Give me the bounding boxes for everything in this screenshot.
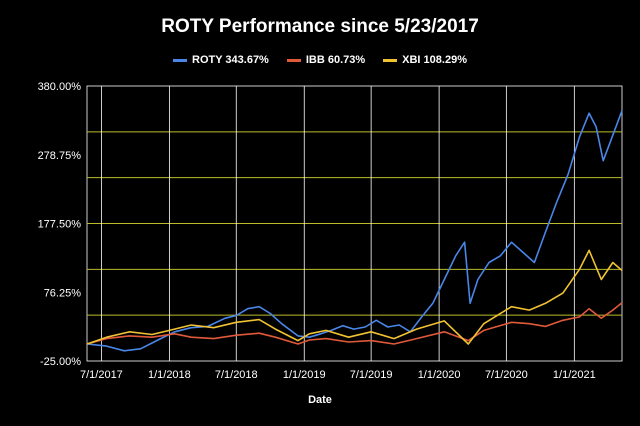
x-tick-label: 1/1/2020 bbox=[418, 369, 461, 381]
y-tick-label: 177.50% bbox=[38, 219, 82, 231]
legend-item-ibb: IBB 60.73% bbox=[286, 54, 366, 66]
series-line-roty bbox=[86, 110, 623, 352]
x-tick-label: 1/1/2019 bbox=[283, 369, 326, 381]
x-tick-label: 7/1/2019 bbox=[350, 369, 393, 381]
legend-swatch-ibb bbox=[286, 58, 301, 62]
legend-item-xbi: XBI 108.29% bbox=[383, 54, 467, 66]
x-tick-label: 7/1/2020 bbox=[485, 369, 528, 381]
y-tick-label: 76.25% bbox=[44, 287, 82, 299]
y-tick-label: -25.00% bbox=[40, 356, 81, 368]
chart-title: ROTY Performance since 5/23/2017 bbox=[161, 16, 479, 37]
legend-label-xbi: XBI 108.29% bbox=[402, 54, 467, 66]
legend-label-ibb: IBB 60.73% bbox=[305, 54, 366, 66]
series-line-ibb bbox=[86, 302, 623, 345]
x-tick-label: 7/1/2017 bbox=[80, 369, 123, 381]
legend-swatch-roty bbox=[173, 58, 187, 62]
x-tick-label: 1/1/2018 bbox=[148, 369, 191, 381]
y-tick-label: 278.75% bbox=[38, 150, 82, 162]
legend-item-roty: ROTY 343.67% bbox=[173, 54, 269, 66]
x-tick-label: 1/1/2021 bbox=[553, 369, 596, 381]
x-axis-label: Date bbox=[308, 394, 332, 406]
legend-label-roty: ROTY 343.67% bbox=[192, 54, 269, 66]
y-tick-label: 380.00% bbox=[38, 81, 82, 93]
legend-swatch-xbi bbox=[383, 58, 398, 62]
series-line-xbi bbox=[86, 249, 623, 345]
x-tick-label: 7/1/2018 bbox=[215, 369, 258, 381]
chart-legend: ROTY 343.67% IBB 60.73% XBI 108.29% bbox=[0, 54, 640, 66]
